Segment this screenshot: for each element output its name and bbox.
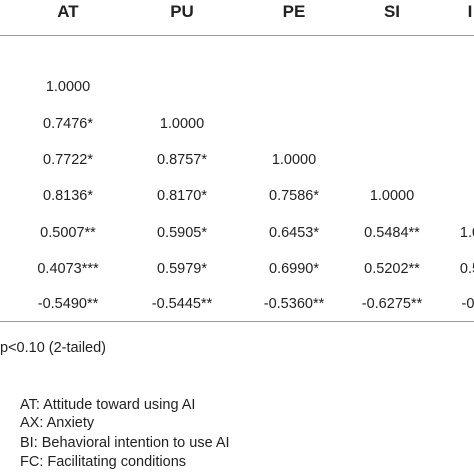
table-cell: 0.5007** [40, 225, 96, 241]
table-cell: 0.7476* [43, 116, 93, 132]
table-cell: -0.5445** [151, 296, 213, 312]
table-cell: 1.0 [459, 225, 474, 241]
column-header-partial: I [467, 2, 473, 21]
table-cell: -0. [461, 296, 474, 312]
table-cell: 0.5905* [157, 225, 207, 241]
table-cell: 0.5202** [364, 261, 420, 277]
table-cell: -0.6275** [361, 296, 423, 312]
table-cell: 0.8170* [157, 188, 207, 204]
table-cell: -0.5360** [263, 296, 325, 312]
significance-note: p<0.10 (2-tailed) [0, 340, 106, 356]
table-cell: 0.5979* [157, 261, 207, 277]
legend-item: AT: Attitude toward using AI [20, 397, 196, 413]
legend-item: AX: Anxiety [20, 415, 95, 431]
table-cell: 1.0000 [45, 79, 91, 95]
legend-item: BI: Behavioral intention to use AI [20, 435, 230, 451]
table-cell: 0.7722* [43, 152, 93, 168]
column-header-at: AT [57, 2, 79, 21]
table-bottom-divider [0, 321, 474, 322]
table-cell: 1.0000 [271, 152, 317, 168]
table-cell: 0.7586* [269, 188, 319, 204]
table-cell: 0.5 [459, 261, 474, 277]
table-cell: -0.5490** [37, 296, 99, 312]
table-cell: 0.5484** [364, 225, 420, 241]
column-header-row: AT PU PE SI I [0, 0, 474, 30]
column-header-pe: PE [282, 2, 306, 21]
table-cell: 1.0000 [369, 188, 415, 204]
table-cell: 0.4073*** [37, 261, 99, 277]
table-cell: 0.8757* [157, 152, 207, 168]
table-cell: 0.6453* [269, 225, 319, 241]
column-header-pu: PU [170, 2, 194, 21]
table-cell: 0.6990* [269, 261, 319, 277]
column-header-si: SI [383, 2, 401, 21]
table-cell: 1.0000 [159, 116, 205, 132]
header-divider [0, 35, 474, 36]
legend-item: FC: Facilitating conditions [20, 454, 187, 470]
table-cell: 0.8136* [43, 188, 93, 204]
